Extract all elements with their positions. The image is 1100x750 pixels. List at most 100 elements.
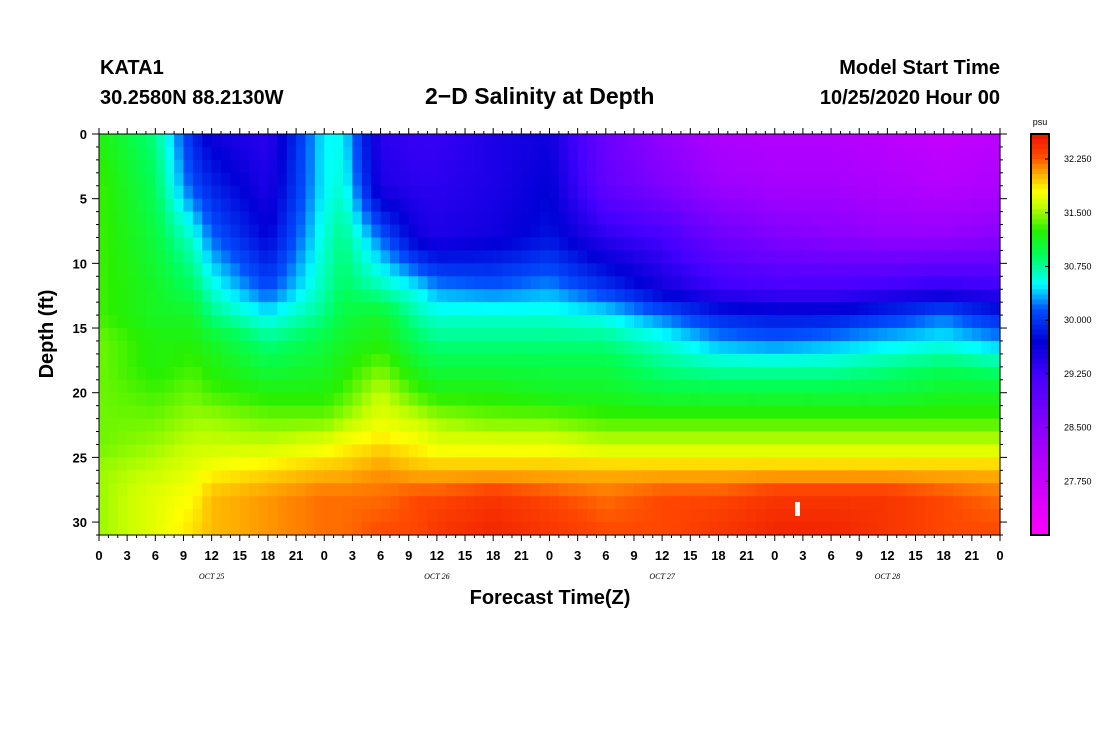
heat-cell: [343, 522, 354, 536]
heat-cell: [868, 379, 879, 394]
heat-cell: [662, 276, 673, 290]
heat-cell: [633, 328, 644, 342]
heat-cell: [840, 224, 851, 239]
heat-cell: [549, 405, 560, 420]
heat-cell: [258, 457, 269, 471]
heat-cell: [117, 444, 128, 458]
heat-cell: [981, 328, 992, 342]
heat-cell: [774, 457, 785, 471]
heat-cell: [831, 418, 842, 433]
heat-cell: [483, 172, 494, 187]
heat-cell: [755, 340, 766, 355]
heat-cell: [230, 211, 241, 226]
heat-cell: [192, 185, 203, 200]
heat-cell: [868, 509, 879, 523]
heat-cell: [371, 159, 382, 174]
heat-cell: [962, 289, 973, 303]
heat-cell: [587, 250, 598, 264]
heat-cell: [953, 315, 964, 329]
heat-cell: [549, 263, 560, 277]
heat-cell: [699, 340, 710, 355]
heat-cell: [389, 431, 400, 446]
heat-cell: [305, 159, 316, 174]
heat-cell: [549, 237, 560, 252]
heat-cell: [352, 405, 363, 420]
heat-cell: [549, 392, 560, 407]
heat-cell: [774, 392, 785, 407]
heat-cell: [849, 340, 860, 355]
heat-cell: [868, 134, 879, 148]
heat-cell: [812, 159, 823, 174]
heat-cell: [408, 366, 419, 381]
heat-cell: [568, 392, 579, 407]
heat-cell: [680, 198, 691, 213]
date-label: OCT 27: [649, 572, 675, 581]
heat-cell: [221, 444, 231, 458]
heat-cell: [990, 340, 1001, 355]
heat-cell: [812, 146, 823, 161]
heat-cell: [549, 366, 560, 381]
heat-cell: [943, 328, 954, 342]
heat-cell: [662, 353, 673, 368]
heat-cell: [896, 276, 907, 290]
heat-cell: [568, 172, 579, 187]
heat-cell: [230, 224, 241, 239]
heat-cell: [934, 405, 945, 420]
heat-cell: [652, 224, 663, 239]
heat-cell: [511, 444, 522, 458]
heat-cell: [662, 457, 673, 471]
heat-cell: [887, 457, 898, 471]
heat-cell: [821, 470, 832, 484]
heat-cell: [990, 509, 1001, 523]
heat-cell: [352, 185, 363, 200]
heat-cell: [849, 496, 860, 510]
heat-cell: [915, 418, 926, 433]
heat-cell: [680, 302, 691, 316]
heat-cell: [483, 483, 494, 497]
heat-cell: [699, 250, 710, 264]
heat-cell: [831, 379, 842, 394]
heat-cell: [446, 418, 457, 433]
heat-cell: [221, 418, 231, 433]
heat-cell: [436, 496, 447, 510]
heat-cell: [474, 522, 485, 536]
heat-cell: [953, 379, 964, 394]
colorbar-swatch: [1031, 294, 1049, 301]
heat-cell: [296, 496, 307, 510]
heat-cell: [221, 185, 231, 200]
heat-cell: [230, 263, 241, 277]
heat-cell: [249, 302, 260, 316]
heat-cell: [136, 392, 147, 407]
heat-cell: [953, 392, 964, 407]
heat-cell: [530, 224, 541, 239]
heat-cell: [981, 457, 992, 471]
heat-cell: [418, 250, 429, 264]
heat-cell: [774, 483, 785, 497]
heat-cell: [446, 172, 457, 187]
heat-cell: [784, 211, 795, 226]
heat-cell: [971, 379, 982, 394]
heat-cell: [784, 457, 795, 471]
heat-cell: [399, 470, 410, 484]
heat-cell: [258, 224, 269, 239]
heat-cell: [643, 185, 654, 200]
heat-cell: [314, 172, 325, 187]
heat-cell: [174, 328, 185, 342]
heat-cell: [305, 328, 316, 342]
heat-cell: [427, 134, 438, 148]
heat-cell: [615, 470, 626, 484]
heat-cell: [821, 263, 832, 277]
x-tick-label: 18: [261, 548, 275, 563]
heat-cell: [230, 185, 241, 200]
heat-cell: [305, 431, 316, 446]
heat-cell: [568, 496, 579, 510]
heat-cell: [953, 353, 964, 368]
heat-cell: [802, 509, 813, 523]
heat-cell: [277, 392, 288, 407]
heat-cell: [239, 483, 250, 497]
heat-cell: [896, 496, 907, 510]
heat-cell: [568, 444, 579, 458]
heat-cell: [286, 224, 297, 239]
heat-cell: [211, 185, 222, 200]
heat-cell: [568, 366, 579, 381]
